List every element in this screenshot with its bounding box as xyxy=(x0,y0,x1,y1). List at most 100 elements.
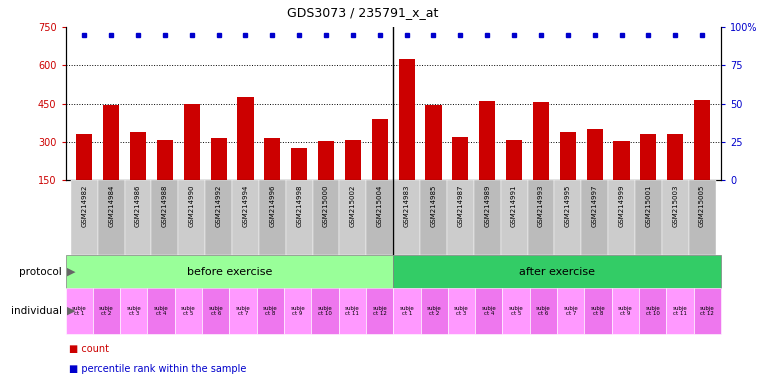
Text: GSM214998: GSM214998 xyxy=(296,184,302,227)
Bar xyxy=(366,288,393,334)
Bar xyxy=(662,180,689,255)
Bar xyxy=(611,288,639,334)
Bar xyxy=(205,180,232,255)
Bar xyxy=(393,255,721,288)
Bar xyxy=(311,288,338,334)
Bar xyxy=(237,97,254,219)
Bar xyxy=(286,180,312,255)
Text: individual: individual xyxy=(11,306,62,316)
Text: GSM214994: GSM214994 xyxy=(243,184,248,227)
Text: GSM214989: GSM214989 xyxy=(484,184,490,227)
Bar xyxy=(557,288,584,334)
Bar xyxy=(640,134,656,219)
Bar xyxy=(689,180,715,255)
Bar xyxy=(420,180,447,255)
Text: ▶: ▶ xyxy=(67,266,76,277)
Bar xyxy=(202,288,230,334)
Text: GSM214993: GSM214993 xyxy=(538,184,544,227)
Text: subje
ct 3: subje ct 3 xyxy=(126,306,141,316)
Bar xyxy=(372,119,388,219)
Bar xyxy=(232,180,259,255)
Bar xyxy=(475,288,503,334)
Bar xyxy=(479,101,495,219)
Text: subje
ct 3: subje ct 3 xyxy=(454,306,469,316)
Text: subje
ct 8: subje ct 8 xyxy=(591,306,605,316)
Text: GSM215000: GSM215000 xyxy=(323,184,329,227)
Bar xyxy=(530,288,557,334)
Text: GSM215004: GSM215004 xyxy=(377,184,382,227)
Text: subje
ct 4: subje ct 4 xyxy=(153,306,169,316)
Bar xyxy=(147,288,175,334)
Text: subje
ct 9: subje ct 9 xyxy=(618,306,633,316)
Bar xyxy=(554,180,581,255)
Bar xyxy=(66,255,393,288)
Text: GSM214995: GSM214995 xyxy=(565,184,571,227)
Bar xyxy=(312,180,339,255)
Text: GSM215005: GSM215005 xyxy=(699,184,705,227)
Text: subje
ct 7: subje ct 7 xyxy=(236,306,251,316)
Text: GSM214983: GSM214983 xyxy=(404,184,409,227)
Bar xyxy=(614,141,630,219)
Bar xyxy=(125,180,151,255)
Text: GSM214999: GSM214999 xyxy=(618,184,625,227)
Bar xyxy=(474,180,500,255)
Text: subje
ct 8: subje ct 8 xyxy=(263,306,278,316)
Bar xyxy=(318,141,334,219)
Bar xyxy=(71,180,98,255)
Text: GSM214990: GSM214990 xyxy=(189,184,195,227)
Bar xyxy=(694,288,721,334)
Text: subje
ct 1: subje ct 1 xyxy=(399,306,414,316)
Bar xyxy=(339,180,366,255)
Bar xyxy=(533,103,549,219)
Bar xyxy=(527,180,554,255)
Text: ▶: ▶ xyxy=(67,306,76,316)
Bar xyxy=(151,180,178,255)
Bar xyxy=(345,139,361,219)
Bar xyxy=(447,180,474,255)
Bar xyxy=(175,288,202,334)
Bar xyxy=(338,288,366,334)
Text: GSM214996: GSM214996 xyxy=(269,184,275,227)
Text: subje
ct 4: subje ct 4 xyxy=(481,306,497,316)
Bar xyxy=(608,180,635,255)
Text: after exercise: after exercise xyxy=(519,266,595,277)
Text: subje
ct 2: subje ct 2 xyxy=(427,306,442,316)
Bar xyxy=(506,140,522,219)
Text: GSM215002: GSM215002 xyxy=(350,184,356,227)
Bar xyxy=(453,137,469,219)
Bar xyxy=(639,288,666,334)
Bar xyxy=(76,134,93,219)
Bar xyxy=(264,138,281,219)
Text: GSM215003: GSM215003 xyxy=(672,184,678,227)
Text: GSM214991: GSM214991 xyxy=(511,184,517,227)
Bar xyxy=(66,288,93,334)
Text: subje
ct 11: subje ct 11 xyxy=(345,306,359,316)
Bar xyxy=(503,288,530,334)
Text: subje
ct 12: subje ct 12 xyxy=(700,306,715,316)
Text: subje
ct 10: subje ct 10 xyxy=(318,306,332,316)
Bar xyxy=(284,288,311,334)
Text: GSM214988: GSM214988 xyxy=(162,184,168,227)
Text: GDS3073 / 235791_x_at: GDS3073 / 235791_x_at xyxy=(287,6,438,19)
Bar xyxy=(560,132,576,219)
Text: ■ count: ■ count xyxy=(69,344,109,354)
Text: subje
ct 6: subje ct 6 xyxy=(536,306,550,316)
Bar xyxy=(366,180,393,255)
Bar xyxy=(393,180,420,255)
Text: subje
ct 7: subje ct 7 xyxy=(564,306,578,316)
Text: GSM214986: GSM214986 xyxy=(135,184,141,227)
Bar xyxy=(420,288,448,334)
Text: subje
ct 9: subje ct 9 xyxy=(290,306,305,316)
Bar xyxy=(448,288,475,334)
Bar xyxy=(257,288,284,334)
Bar xyxy=(210,138,227,219)
Text: before exercise: before exercise xyxy=(187,266,272,277)
Text: protocol: protocol xyxy=(19,266,62,277)
Bar xyxy=(157,140,173,219)
Bar xyxy=(635,180,662,255)
Text: subje
ct 11: subje ct 11 xyxy=(672,306,687,316)
Bar xyxy=(581,180,608,255)
Bar xyxy=(694,100,710,219)
Bar xyxy=(667,134,683,219)
Bar xyxy=(259,180,286,255)
